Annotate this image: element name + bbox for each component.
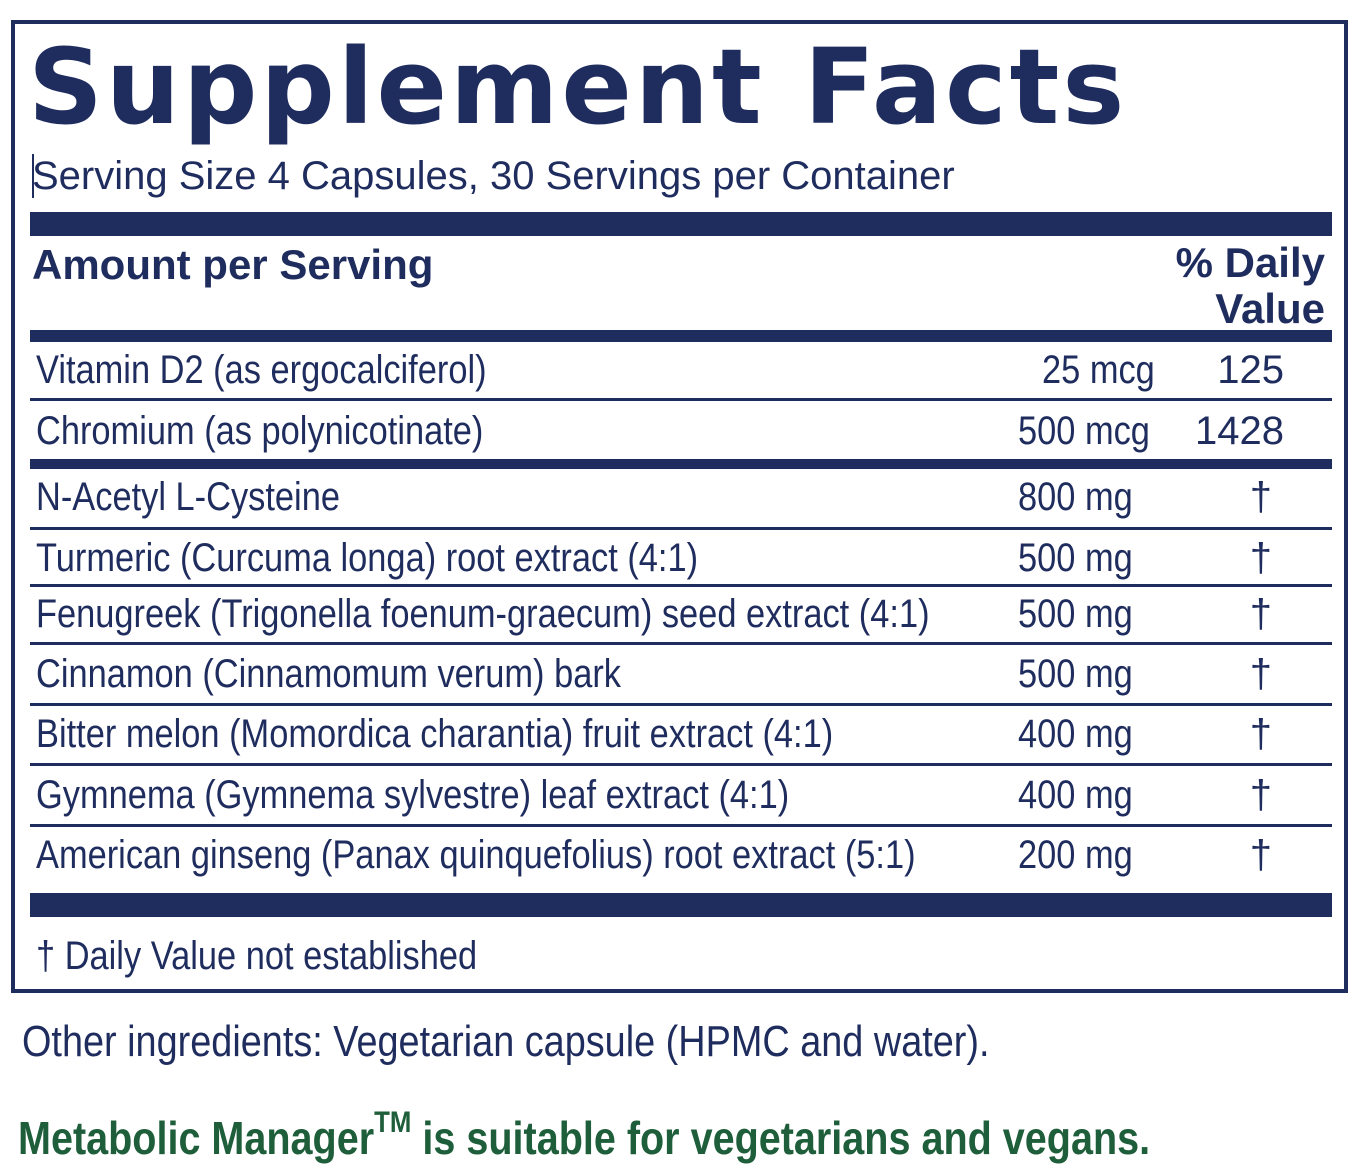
- nutrient-amount: 500 mcg: [1018, 409, 1150, 453]
- ingredient-amount: 800 mg: [1018, 475, 1133, 519]
- thick-divider-bottom: [30, 893, 1332, 917]
- dagger-symbol: †: [1249, 475, 1272, 519]
- ingredient-amount: 500 mg: [1018, 592, 1133, 636]
- nutrient-name: Vitamin D2 (as ergocalciferol): [36, 348, 487, 392]
- ingredient-name: N-Acetyl L-Cysteine: [36, 475, 340, 519]
- dagger-symbol: †: [1249, 773, 1272, 817]
- vegan-statement: Metabolic ManagerTM is suitable for vege…: [18, 1088, 1150, 1173]
- row-divider: [30, 824, 1332, 827]
- nutrient-row: Chromium (as polynicotinate) 500 mcg 142…: [36, 403, 1332, 459]
- serving-size: Serving Size 4 Capsules, 30 Servings per…: [32, 150, 955, 202]
- amount-per-serving-header: Amount per Serving: [32, 241, 434, 288]
- ingredient-amount: 400 mg: [1018, 712, 1133, 756]
- panel-title: Supplement Facts: [28, 26, 1128, 148]
- nutrient-daily-value: 1428: [1195, 409, 1284, 453]
- daily-value-header-line1: % Daily: [1175, 239, 1325, 286]
- ingredient-row: American ginseng (Panax quinquefolius) r…: [36, 827, 1332, 883]
- row-divider: [30, 584, 1332, 587]
- other-ingredients: Other ingredients: Vegetarian capsule (H…: [22, 1017, 990, 1066]
- trademark-symbol: TM: [374, 1106, 412, 1139]
- ingredient-row: Bitter melon (Momordica charantia) fruit…: [36, 706, 1332, 762]
- ingredient-amount: 200 mg: [1018, 833, 1133, 877]
- daily-value-header: % Daily Value: [1176, 240, 1325, 332]
- daily-value-footnote: † Daily Value not established: [36, 934, 478, 978]
- dagger-symbol: †: [1249, 833, 1272, 877]
- nutrient-name: Chromium (as polynicotinate): [36, 409, 484, 453]
- row-divider: [30, 527, 1332, 530]
- row-divider: [30, 763, 1332, 766]
- ingredient-row: Cinnamon (Cinnamomum verum) bark 500 mg …: [36, 646, 1332, 702]
- dagger-symbol: †: [1249, 536, 1272, 580]
- daily-value-header-line2: Value: [1215, 285, 1325, 332]
- dagger-symbol: †: [1249, 712, 1272, 756]
- ingredient-name: Cinnamon (Cinnamomum verum) bark: [36, 652, 621, 696]
- ingredient-name: Gymnema (Gymnema sylvestre) leaf extract…: [36, 773, 790, 817]
- ingredient-row: N-Acetyl L-Cysteine 800 mg †: [36, 469, 1332, 525]
- row-divider: [30, 642, 1332, 645]
- vegan-statement-text: is suitable for vegetarians and vegans.: [411, 1112, 1151, 1164]
- thick-divider-top: [30, 212, 1332, 236]
- row-divider: [30, 398, 1332, 401]
- ingredient-name: Turmeric (Curcuma longa) root extract (4…: [36, 536, 699, 580]
- nutrient-daily-value: 125: [1217, 348, 1284, 392]
- header-divider: [30, 330, 1332, 342]
- nutrient-row: Vitamin D2 (as ergocalciferol) 25 mcg 12…: [36, 342, 1332, 398]
- ingredient-row: Turmeric (Curcuma longa) root extract (4…: [36, 530, 1332, 586]
- ingredient-name: Fenugreek (Trigonella foenum-graecum) se…: [36, 592, 930, 636]
- ingredient-row: Gymnema (Gymnema sylvestre) leaf extract…: [36, 767, 1332, 823]
- ingredient-name: Bitter melon (Momordica charantia) fruit…: [36, 712, 834, 756]
- ingredient-amount: 400 mg: [1018, 773, 1133, 817]
- row-divider: [30, 703, 1332, 706]
- product-name: Metabolic Manager: [18, 1112, 375, 1164]
- supplement-facts-panel: [11, 20, 1348, 993]
- ingredient-amount: 500 mg: [1018, 536, 1133, 580]
- dagger-symbol: †: [1249, 592, 1272, 636]
- section-divider: [30, 459, 1332, 469]
- nutrient-amount: 25 mcg: [1042, 348, 1155, 392]
- ingredient-name: American ginseng (Panax quinquefolius) r…: [36, 833, 916, 877]
- ingredient-row: Fenugreek (Trigonella foenum-graecum) se…: [36, 586, 1332, 642]
- dagger-symbol: †: [1249, 652, 1272, 696]
- ingredient-amount: 500 mg: [1018, 652, 1133, 696]
